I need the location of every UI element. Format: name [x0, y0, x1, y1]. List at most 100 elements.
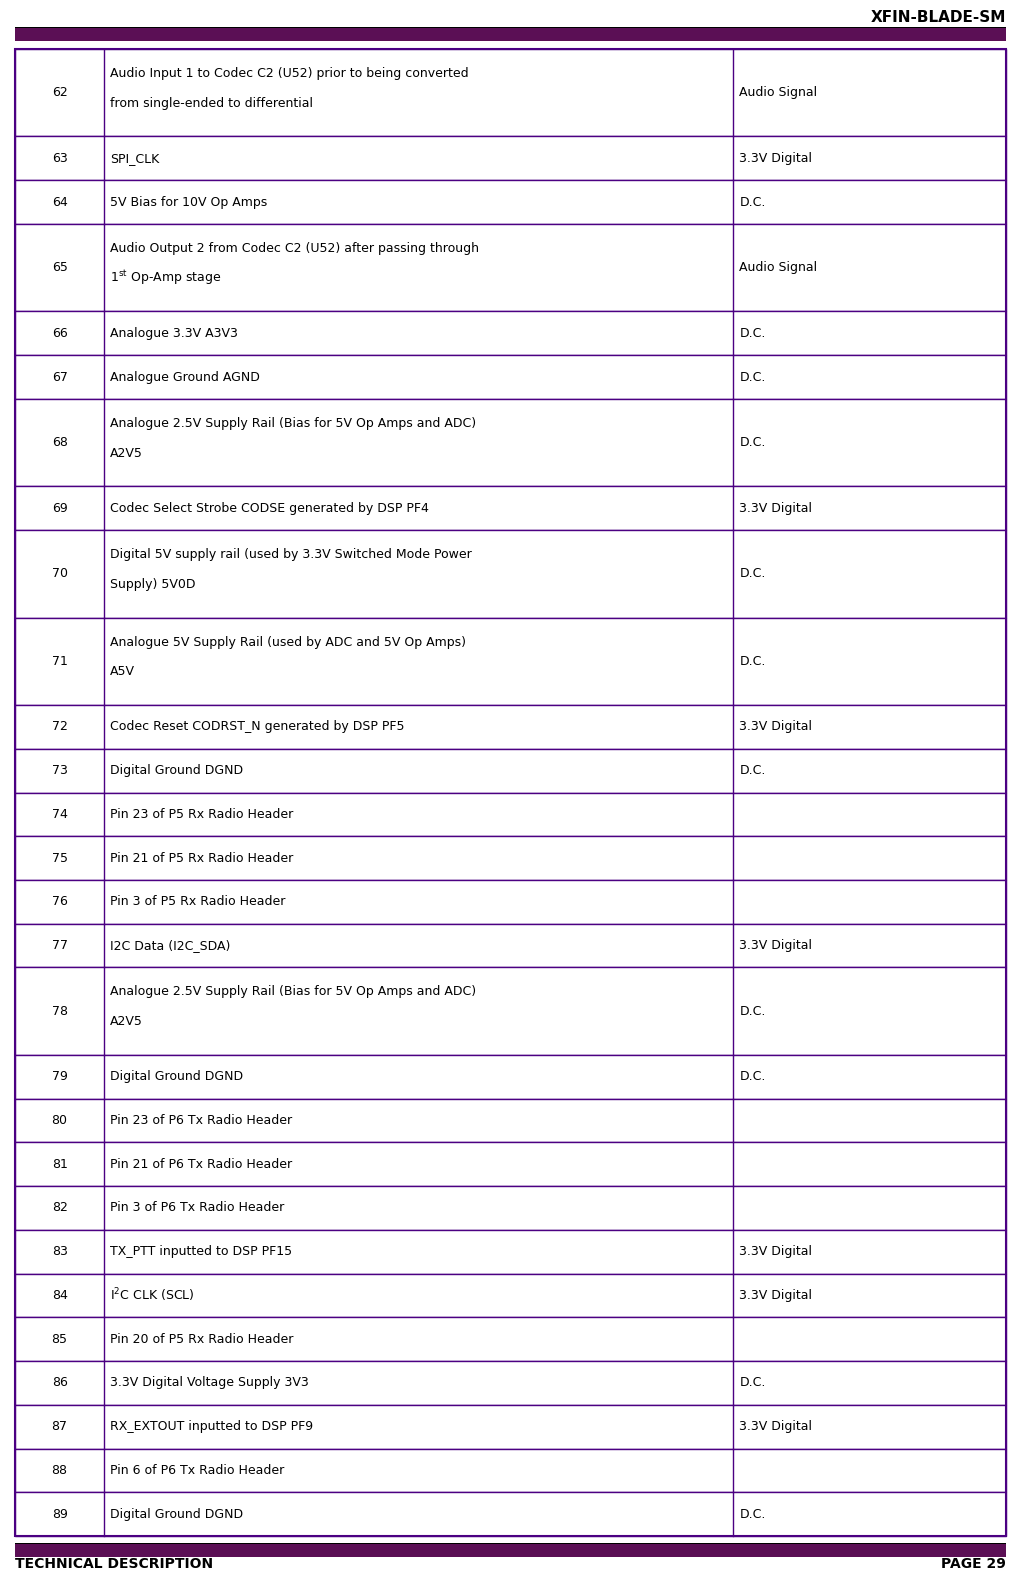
Text: Analogue 2.5V Supply Rail (Bias for 5V Op Amps and ADC): Analogue 2.5V Supply Rail (Bias for 5V O… — [110, 986, 477, 999]
Text: 84: 84 — [52, 1289, 67, 1301]
Text: 87: 87 — [52, 1421, 67, 1434]
Text: SPI_CLK: SPI_CLK — [110, 151, 159, 164]
Text: 67: 67 — [52, 371, 67, 384]
Bar — [15, 530, 1006, 618]
Text: 3.3V Digital: 3.3V Digital — [739, 1246, 813, 1258]
Text: 3.3V Digital Voltage Supply 3V3: 3.3V Digital Voltage Supply 3V3 — [110, 1376, 309, 1389]
Text: D.C.: D.C. — [739, 567, 766, 580]
Text: 81: 81 — [52, 1158, 67, 1171]
Text: 69: 69 — [52, 502, 67, 515]
Bar — [15, 792, 1006, 836]
Text: Digital Ground DGND: Digital Ground DGND — [110, 765, 243, 777]
Text: D.C.: D.C. — [739, 371, 766, 384]
Text: 5V Bias for 10V Op Amps: 5V Bias for 10V Op Amps — [110, 196, 268, 209]
Bar — [15, 1448, 1006, 1493]
Bar — [15, 486, 1006, 530]
Text: Audio Input 1 to Codec C2 (U52) prior to being converted: Audio Input 1 to Codec C2 (U52) prior to… — [110, 67, 469, 80]
Text: PAGE 29: PAGE 29 — [941, 1556, 1006, 1571]
Bar — [15, 1360, 1006, 1405]
Text: RX_EXTOUT inputted to DSP PF9: RX_EXTOUT inputted to DSP PF9 — [110, 1421, 313, 1434]
Text: Audio Signal: Audio Signal — [739, 86, 818, 99]
Text: 63: 63 — [52, 151, 67, 164]
Bar — [15, 1493, 1006, 1536]
Text: Audio Signal: Audio Signal — [739, 261, 818, 274]
Text: Pin 23 of P5 Rx Radio Header: Pin 23 of P5 Rx Radio Header — [110, 808, 293, 820]
Bar — [15, 29, 1006, 41]
Text: XFIN-BLADE-SM: XFIN-BLADE-SM — [871, 10, 1006, 25]
Text: D.C.: D.C. — [739, 436, 766, 449]
Bar — [15, 311, 1006, 355]
Bar — [15, 836, 1006, 879]
Bar — [15, 1230, 1006, 1273]
Text: TECHNICAL DESCRIPTION: TECHNICAL DESCRIPTION — [15, 1556, 213, 1571]
Text: 75: 75 — [52, 852, 67, 865]
Text: 1$^{\mathrm{st}}$ Op-Amp stage: 1$^{\mathrm{st}}$ Op-Amp stage — [110, 269, 222, 287]
Bar — [15, 879, 1006, 924]
Bar — [15, 1142, 1006, 1187]
Text: 82: 82 — [52, 1201, 67, 1214]
Text: D.C.: D.C. — [739, 327, 766, 339]
Text: Analogue 3.3V A3V3: Analogue 3.3V A3V3 — [110, 327, 238, 339]
Bar — [15, 180, 1006, 225]
Bar — [15, 398, 1006, 486]
Text: 89: 89 — [52, 1507, 67, 1521]
Text: Pin 23 of P6 Tx Radio Header: Pin 23 of P6 Tx Radio Header — [110, 1114, 292, 1126]
Text: Digital 5V supply rail (used by 3.3V Switched Mode Power: Digital 5V supply rail (used by 3.3V Swi… — [110, 548, 472, 561]
Bar — [15, 618, 1006, 706]
Text: 78: 78 — [52, 1005, 67, 1018]
Bar — [15, 1187, 1006, 1230]
Text: D.C.: D.C. — [739, 1376, 766, 1389]
Text: 64: 64 — [52, 196, 67, 209]
Text: D.C.: D.C. — [739, 1005, 766, 1018]
Text: Pin 21 of P5 Rx Radio Header: Pin 21 of P5 Rx Radio Header — [110, 852, 293, 865]
Text: Pin 20 of P5 Rx Radio Header: Pin 20 of P5 Rx Radio Header — [110, 1333, 294, 1346]
Bar — [15, 967, 1006, 1055]
Text: Supply) 5V0D: Supply) 5V0D — [110, 578, 196, 591]
Text: Pin 3 of P6 Tx Radio Header: Pin 3 of P6 Tx Radio Header — [110, 1201, 285, 1214]
Text: Codec Select Strobe CODSE generated by DSP PF4: Codec Select Strobe CODSE generated by D… — [110, 502, 429, 515]
Text: 72: 72 — [52, 720, 67, 733]
Bar — [15, 1099, 1006, 1142]
Text: Digital Ground DGND: Digital Ground DGND — [110, 1507, 243, 1521]
Text: 73: 73 — [52, 765, 67, 777]
Text: 62: 62 — [52, 86, 67, 99]
Text: 88: 88 — [52, 1464, 67, 1477]
Text: TX_PTT inputted to DSP PF15: TX_PTT inputted to DSP PF15 — [110, 1246, 292, 1258]
Text: 68: 68 — [52, 436, 67, 449]
Bar — [15, 1273, 1006, 1317]
Text: 85: 85 — [52, 1333, 67, 1346]
Bar — [15, 706, 1006, 749]
Bar — [15, 924, 1006, 967]
Text: 86: 86 — [52, 1376, 67, 1389]
Text: Pin 6 of P6 Tx Radio Header: Pin 6 of P6 Tx Radio Header — [110, 1464, 285, 1477]
Text: D.C.: D.C. — [739, 765, 766, 777]
Text: Audio Output 2 from Codec C2 (U52) after passing through: Audio Output 2 from Codec C2 (U52) after… — [110, 242, 479, 255]
Text: 66: 66 — [52, 327, 67, 339]
Text: D.C.: D.C. — [739, 1507, 766, 1521]
Text: from single-ended to differential: from single-ended to differential — [110, 97, 313, 110]
Bar — [15, 137, 1006, 180]
Bar — [15, 1544, 1006, 1556]
Text: 65: 65 — [52, 261, 67, 274]
Bar — [15, 1405, 1006, 1448]
Text: 71: 71 — [52, 655, 67, 667]
Text: 3.3V Digital: 3.3V Digital — [739, 502, 813, 515]
Text: I$^{2}$C CLK (SCL): I$^{2}$C CLK (SCL) — [110, 1287, 195, 1305]
Text: A2V5: A2V5 — [110, 446, 143, 460]
Text: Pin 3 of P5 Rx Radio Header: Pin 3 of P5 Rx Radio Header — [110, 895, 286, 908]
Text: Analogue 5V Supply Rail (used by ADC and 5V Op Amps): Analogue 5V Supply Rail (used by ADC and… — [110, 636, 467, 648]
Text: A5V: A5V — [110, 666, 135, 679]
Text: 3.3V Digital: 3.3V Digital — [739, 940, 813, 953]
Text: Codec Reset CODRST_N generated by DSP PF5: Codec Reset CODRST_N generated by DSP PF… — [110, 720, 404, 733]
Text: 76: 76 — [52, 895, 67, 908]
Text: 3.3V Digital: 3.3V Digital — [739, 151, 813, 164]
Bar — [15, 49, 1006, 137]
Text: D.C.: D.C. — [739, 1070, 766, 1083]
Text: 83: 83 — [52, 1246, 67, 1258]
Text: 3.3V Digital: 3.3V Digital — [739, 1421, 813, 1434]
Text: Analogue 2.5V Supply Rail (Bias for 5V Op Amps and ADC): Analogue 2.5V Supply Rail (Bias for 5V O… — [110, 417, 477, 430]
Bar — [15, 355, 1006, 398]
Bar — [15, 1317, 1006, 1360]
Text: 74: 74 — [52, 808, 67, 820]
Text: 3.3V Digital: 3.3V Digital — [739, 1289, 813, 1301]
